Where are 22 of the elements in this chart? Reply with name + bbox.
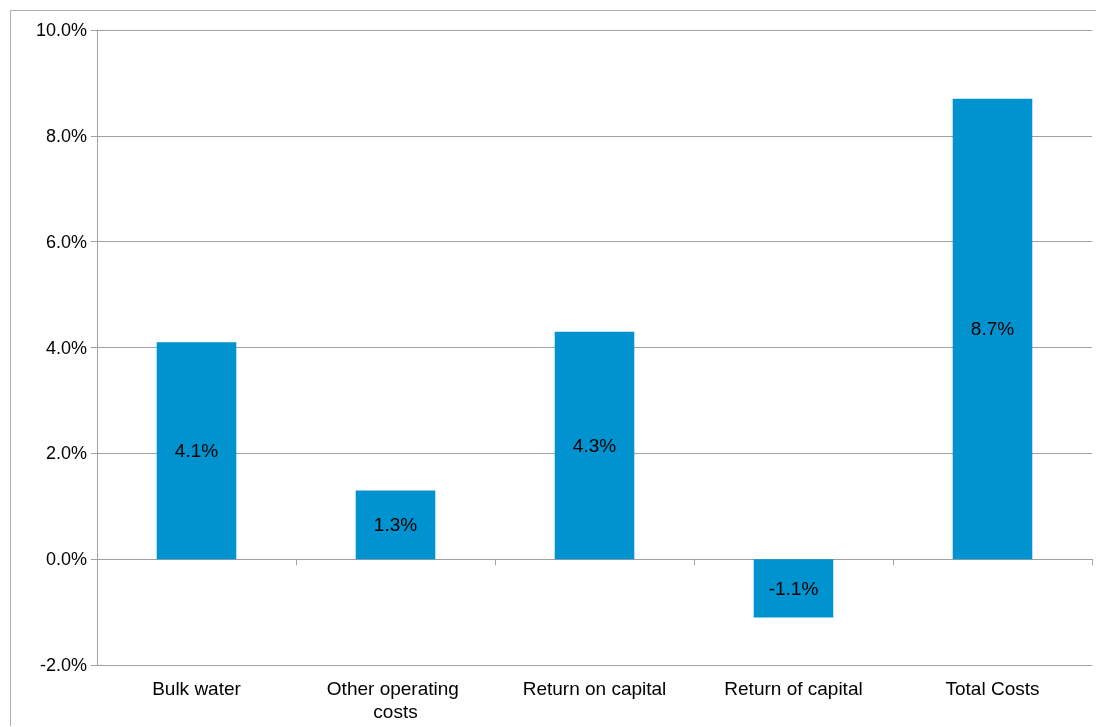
x-tick-label: Total Costs <box>945 678 1040 699</box>
y-tick-label: -2.0% <box>39 655 87 675</box>
data-label: 4.1% <box>174 440 219 462</box>
bar <box>355 490 436 560</box>
bar <box>156 342 237 560</box>
x-tick-label: Other operating costs <box>326 678 465 722</box>
y-tick-label: 6.0% <box>45 231 87 252</box>
bar <box>753 559 834 618</box>
y-tick-label: 10.0% <box>35 20 87 40</box>
y-tick-label: 2.0% <box>45 443 87 464</box>
data-label: 8.7% <box>970 318 1015 340</box>
data-label: -1.1% <box>768 577 819 599</box>
y-tick-label: 0.0% <box>45 549 87 570</box>
y-tick-label: 4.0% <box>45 337 87 358</box>
x-tick-label: Return of capital <box>724 678 863 699</box>
bar <box>952 98 1033 560</box>
y-tick-label: 8.0% <box>45 125 87 146</box>
data-label: 1.3% <box>373 514 418 536</box>
x-tick-label: Return on capital <box>522 678 667 699</box>
bar <box>554 331 635 560</box>
x-tick-label: Bulk water <box>152 678 242 699</box>
data-label: 4.3% <box>572 434 617 456</box>
